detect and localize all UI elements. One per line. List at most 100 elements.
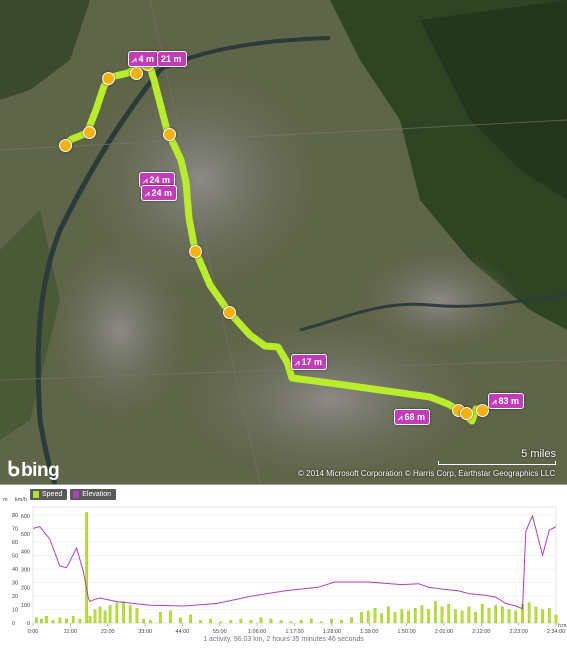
- speed-bar: [279, 620, 283, 624]
- elevation-marker[interactable]: ⩘ 24 m: [141, 185, 178, 201]
- speed-bar: [239, 618, 243, 624]
- waypoint-pin[interactable]: [223, 306, 236, 319]
- map-copyright: © 2014 Microsoft Corporation © Harris Co…: [298, 469, 556, 478]
- speed-bar: [85, 512, 88, 624]
- x-tick-label: 1:39:00: [360, 629, 378, 635]
- speed-bar: [259, 617, 263, 624]
- elevation-tick-label: 0: [27, 621, 30, 627]
- speed-bar: [115, 602, 119, 624]
- speed-bar: [179, 617, 182, 624]
- speed-bar: [547, 608, 551, 624]
- waypoint-pin[interactable]: [130, 67, 143, 80]
- waypoint-pin[interactable]: [460, 407, 473, 420]
- speed-bar: [148, 620, 152, 624]
- speed-bar: [122, 601, 125, 624]
- elevation-tick-label: 200: [21, 585, 30, 591]
- speed-bar: [219, 621, 223, 624]
- legend-speed[interactable]: Speed: [30, 489, 68, 500]
- elevation-icon: ⩘: [143, 176, 148, 185]
- speed-bar: [209, 618, 213, 624]
- speed-bar: [40, 618, 43, 624]
- legend-elevation[interactable]: Elevation: [70, 489, 117, 500]
- speed-bar: [289, 621, 293, 624]
- satellite-imagery: [0, 0, 567, 484]
- waypoint-pin[interactable]: [83, 126, 96, 139]
- elevation-marker[interactable]: ⩘ 83 m: [488, 393, 525, 409]
- x-tick-label: 2:01:00: [435, 629, 453, 635]
- elevation-marker[interactable]: ⩘ 68 m: [394, 409, 431, 425]
- x-tick-label: 1:28:00: [323, 629, 341, 635]
- x-tick-label: 33:00: [138, 629, 152, 635]
- elevation-icon: ⩘: [492, 397, 497, 406]
- speed-bar: [467, 606, 471, 624]
- speed-tick-label: 40: [12, 567, 18, 573]
- waypoint-pin[interactable]: [102, 72, 115, 85]
- elevation-marker[interactable]: ⩘ 4 m: [128, 51, 160, 67]
- speed-bar: [373, 608, 377, 624]
- speed-bar: [330, 618, 333, 624]
- speed-bar: [309, 618, 313, 624]
- x-tick-label: 1:50:00: [397, 629, 415, 635]
- speed-bar: [189, 614, 192, 624]
- bing-logo: ᑲ bing: [7, 459, 60, 481]
- speed-bar: [340, 620, 343, 624]
- scale-bar: [438, 461, 556, 465]
- waypoint-pin[interactable]: [163, 128, 176, 141]
- elevation-icon: ⩘: [398, 413, 403, 422]
- speed-bar: [98, 606, 102, 624]
- speed-bar: [487, 608, 491, 624]
- speed-bar: [108, 605, 112, 624]
- speed-elevation-chart[interactable]: 0 10 20 30 40 50 60 70 80 0 100 200 300 400 500 600 m km/…: [0, 485, 567, 655]
- elevation-marker[interactable]: ⩘ 17 m: [291, 354, 328, 370]
- speed-bar: [427, 609, 430, 624]
- elevation-tick-label: 100: [21, 603, 30, 609]
- speed-bar: [454, 609, 457, 624]
- speed-tick-label: 50: [12, 554, 18, 560]
- speed-bar: [229, 620, 233, 624]
- speed-bar: [380, 613, 384, 624]
- speed-bar: [541, 609, 544, 624]
- speed-bar: [514, 610, 518, 624]
- elevation-tick-label: 500: [21, 532, 30, 538]
- speed-bar: [159, 612, 162, 624]
- elevation-line: [32, 514, 557, 610]
- elevation-axis-unit: m: [3, 497, 8, 503]
- speed-bar: [142, 618, 145, 624]
- x-tick-label: 11:00: [64, 629, 77, 635]
- speed-bar: [35, 617, 38, 624]
- speed-bar: [501, 606, 504, 624]
- speed-tick-label: 30: [12, 581, 18, 587]
- waypoint-pin[interactable]: [476, 404, 489, 417]
- speed-bar: [460, 610, 464, 624]
- satellite-map[interactable]: ⩘ 4 m 21 m ⩘ 24 m ⩘ 24 m ⩘ 17 m ⩘ 68 m ⩘ 83 m …: [0, 0, 567, 484]
- speed-bar: [440, 606, 444, 624]
- elevation-marker[interactable]: 21 m: [157, 51, 187, 67]
- x-tick-label: 22:00: [101, 629, 115, 635]
- speed-bar: [135, 608, 139, 624]
- x-tick-label: 2:34:00: [547, 629, 565, 635]
- speed-tick-label: 20: [12, 594, 18, 600]
- waypoint-pin[interactable]: [59, 139, 72, 152]
- speed-bar: [360, 612, 363, 624]
- elevation-icon: ⩘: [132, 55, 137, 64]
- elevation-tick-label: 600: [21, 514, 30, 520]
- speed-bar: [447, 603, 451, 624]
- speed-bar: [45, 616, 48, 624]
- x-tick-label: 55:00: [213, 629, 227, 635]
- x-tick-label: 1:06:00: [248, 629, 266, 635]
- speed-bar: [78, 618, 82, 624]
- waypoint-pin[interactable]: [189, 245, 202, 258]
- chart-legend: Speed Elevation: [30, 489, 117, 501]
- bing-b-icon: ᑲ: [7, 459, 20, 481]
- speed-bar: [554, 614, 558, 624]
- speed-bar: [420, 605, 424, 624]
- speed-bar: [51, 620, 55, 624]
- speed-bar: [474, 612, 477, 624]
- x-tick-label: 2:23:00: [509, 629, 527, 635]
- elevation-swatch: [73, 491, 80, 498]
- speed-bar: [249, 620, 253, 624]
- x-axis-unit: h:m:s: [558, 623, 567, 629]
- speed-bar: [433, 601, 437, 624]
- speed-tick-label: 60: [12, 540, 18, 546]
